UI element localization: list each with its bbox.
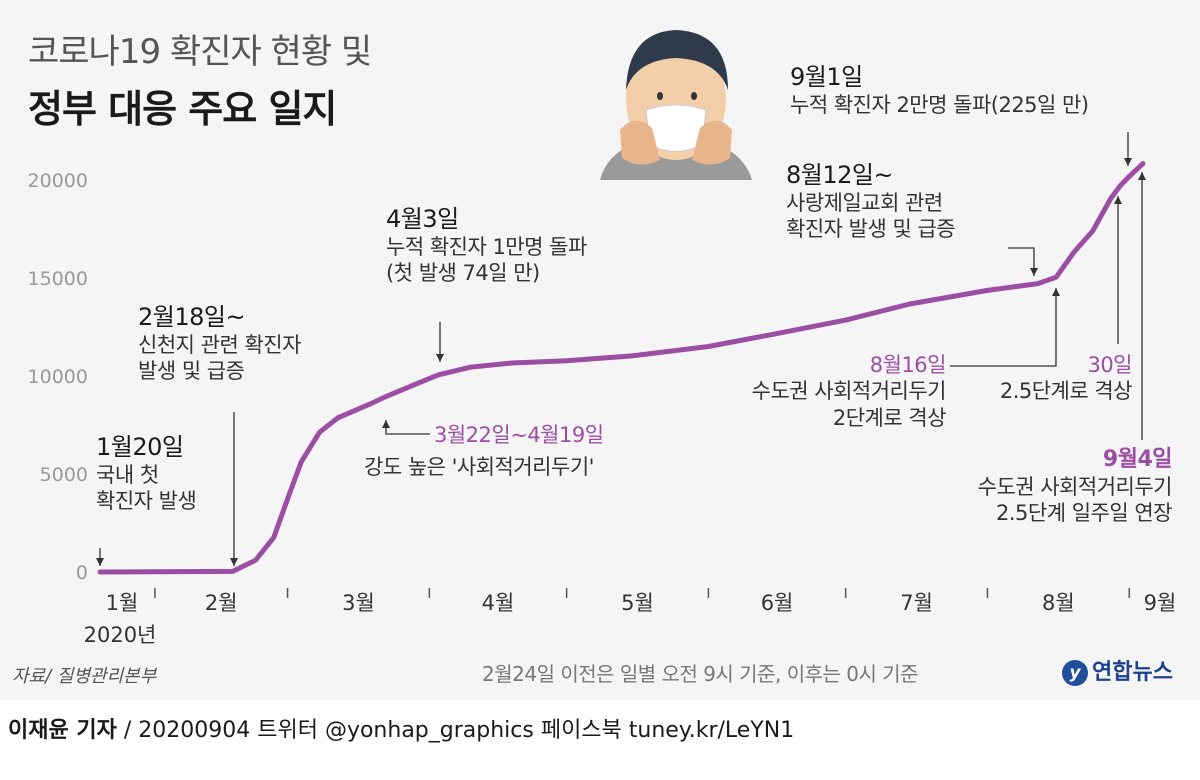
series-line	[97, 161, 1146, 575]
credit-reporter: 이재윤 기자	[8, 718, 117, 743]
x-tick-label: 1월	[106, 591, 139, 615]
x-tick-label: 5월	[621, 591, 654, 615]
infographic: 코로나19 확진자 현황 및 정부 대응 주요 일지 0 5000 10000 150…	[12, 30, 1177, 687]
x-tick-label: 9월	[1144, 591, 1177, 615]
annotation-aug16-date: 8월16일	[869, 353, 947, 377]
credit-line: 이재윤 기자 / 20200904 트위터 @yonhap_graphics 페…	[8, 712, 794, 744]
arrow-aug16-head	[1052, 288, 1060, 296]
arrow-sep4-head	[1138, 172, 1146, 180]
annotation-feb18: 2월18일~ 신천지 관련 확진자 발생 및 급증	[138, 302, 301, 385]
x-tick-label: 3월	[342, 591, 375, 615]
y-axis: 0 5000 10000 15000 20000	[28, 170, 88, 584]
annotation-sep1-line1: 누적 확진자 2만명 돌파(225일 만)	[790, 93, 1089, 117]
x-tick-label: 6월	[761, 591, 794, 615]
chart-note: 2월24일 이전은 일별 오전 9시 기준, 이후는 0시 기준	[482, 662, 919, 686]
arrow-aug12	[1008, 247, 1035, 276]
series-path	[97, 161, 1146, 575]
source-credit: 자료/ 질병관리본부	[12, 666, 157, 687]
annotation-apr3-line2: (첫 발생 74일 만)	[386, 261, 540, 286]
annotation-feb18-line1: 신천지 관련 확진자	[138, 333, 301, 357]
arrow-aug12-head	[1030, 268, 1038, 276]
annotation-sep4-line2: 2.5단계 일주일 연장	[996, 500, 1173, 525]
annotation-sep1: 9월1일 누적 확진자 2만명 돌파(225일 만)	[790, 62, 1089, 118]
title-line-1: 코로나19 확진자 현황 및	[28, 32, 372, 72]
arrow-mar22-head	[382, 420, 390, 428]
x-tick-label: 2월	[205, 591, 238, 615]
annotation-sep4-date: 9월4일	[1102, 447, 1173, 472]
annotation-mar22-date-wrap: 3월22일~4월19일	[434, 422, 604, 448]
annotation-jan20-line1: 국내 첫	[96, 463, 159, 487]
annotation-aug16-line1: 수도권 사회적거리두기	[751, 379, 947, 404]
annotation-aug12-line1: 사랑제일교회 관련	[786, 191, 943, 215]
yonhap-logo-text: 연합뉴스	[1092, 660, 1173, 685]
annotation-sep4: 9월4일 수도권 사회적거리두기 2.5단계 일주일 연장	[916, 446, 1173, 526]
x-tick-label: 7월	[900, 591, 933, 615]
yonhap-logo: y 연합뉴스	[1062, 654, 1173, 686]
annotation-aug30-date: 30일	[1087, 353, 1132, 377]
annotation-mar22-line1: 강도 높은 '사회적거리두기'	[364, 455, 594, 479]
annotation-sep1-date: 9월1일	[790, 63, 863, 91]
annotation-jan20-date: 1월20일	[96, 433, 184, 461]
annotation-aug30: 30일 2.5단계로 격상	[960, 352, 1133, 405]
annotation-jan20: 1월20일 국내 첫 확진자 발생	[96, 432, 197, 515]
arrow-sep1-head	[1124, 158, 1132, 166]
chart: 0 5000 10000 15000 20000 1월 2월 3월 4월 5월 6월 7월 8월 9월 2…	[28, 30, 1177, 647]
annotation-sep4-line1: 수도권 사회적거리두기	[977, 474, 1173, 499]
y-tick-label: 0	[76, 562, 88, 584]
arrow-aug16	[950, 288, 1057, 367]
annotation-aug12-date: 8월12일~	[786, 161, 894, 189]
arrow-apr3-head	[436, 354, 444, 362]
arrow-mar22	[385, 420, 430, 435]
y-tick-label: 5000	[40, 464, 88, 486]
yonhap-logo-icon: y	[1062, 660, 1088, 686]
annotation-apr3: 4월3일 누적 확진자 1만명 돌파 (첫 발생 74일 만)	[386, 204, 587, 287]
annotation-feb18-date: 2월18일~	[138, 303, 246, 331]
annotation-mar22: 강도 높은 '사회적거리두기'	[364, 454, 594, 480]
annotation-mar22-date: 3월22일~4월19일	[434, 423, 604, 447]
x-axis: 1월 2월 3월 4월 5월 6월 7월 8월 9월 2020년	[84, 588, 1177, 647]
footer-bar: 이재윤 기자 / 20200904 트위터 @yonhap_graphics 페…	[0, 700, 1200, 780]
annotation-aug16: 8월16일 수도권 사회적거리두기 2단계로 격상	[690, 352, 947, 431]
y-tick-label: 15000	[28, 268, 88, 290]
x-year-label: 2020년	[84, 623, 157, 647]
credit-details: / 20200904 트위터 @yonhap_graphics 페이스북 tun…	[116, 718, 795, 743]
annotation-aug12: 8월12일~ 사랑제일교회 관련 확진자 발생 및 급증	[786, 160, 956, 243]
y-tick-label: 10000	[28, 366, 88, 388]
annotation-aug16-line2: 2단계로 격상	[832, 405, 947, 430]
arrow-feb18-head	[230, 558, 238, 566]
annotation-apr3-date: 4월3일	[386, 205, 459, 233]
arrow-jan20-head	[96, 558, 104, 566]
title-line-2: 정부 대응 주요 일지	[28, 87, 337, 131]
annotation-aug30-line1: 2.5단계로 격상	[999, 379, 1133, 404]
x-tick-label: 8월	[1042, 591, 1075, 615]
y-tick-label: 20000	[28, 170, 88, 192]
annotation-apr3-line1: 누적 확진자 1만명 돌파	[386, 235, 587, 259]
annotation-arrows	[96, 132, 1146, 566]
arrow-aug30-head	[1114, 196, 1122, 204]
annotation-feb18-line2: 발생 및 급증	[138, 359, 245, 384]
x-tick-label: 4월	[482, 591, 515, 615]
annotation-aug12-line2: 확진자 발생 및 급증	[786, 217, 956, 242]
masked-person-illustration	[600, 30, 752, 180]
annotation-jan20-line2: 확진자 발생	[96, 489, 197, 514]
